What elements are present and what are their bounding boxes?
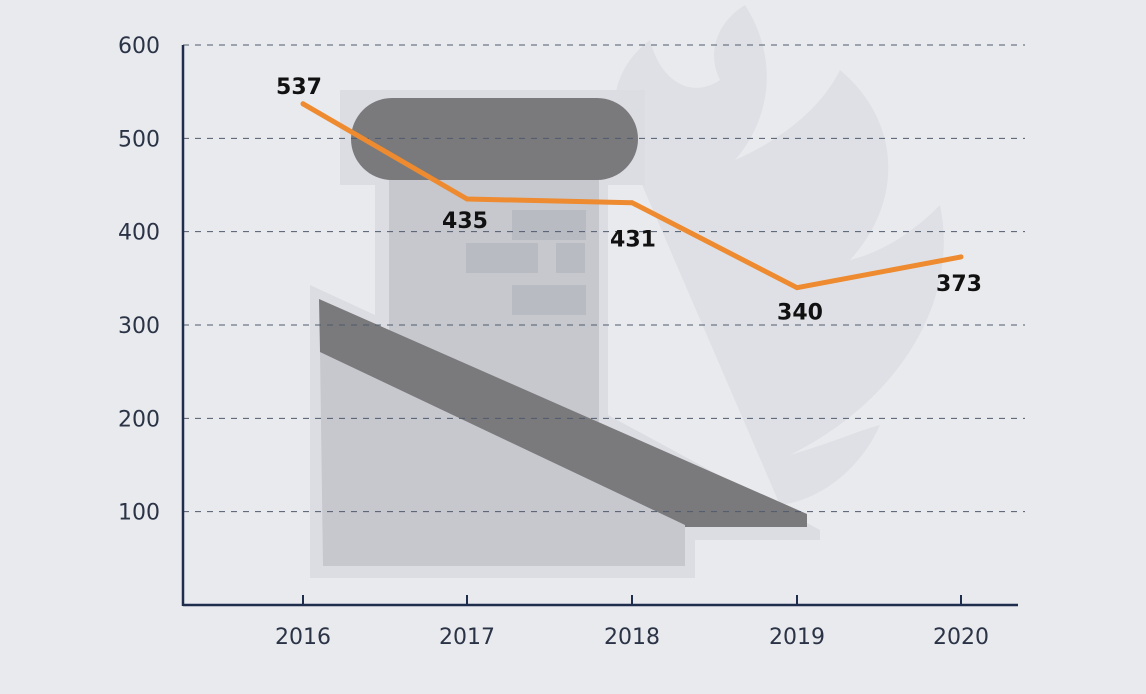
y-tick-label: 200 [118, 407, 160, 432]
axes [181, 45, 1018, 607]
data-label: 373 [936, 272, 982, 297]
data-point [300, 101, 306, 107]
data-point [958, 254, 964, 260]
x-tick-label: 2020 [933, 625, 989, 650]
chimney-brick [512, 285, 586, 315]
flame-shape-large [614, 5, 944, 505]
data-label: 340 [777, 301, 823, 326]
chimney-cap [351, 98, 638, 180]
x-tick-label: 2019 [769, 625, 825, 650]
chimney-brick [556, 243, 585, 273]
x-tick-label: 2016 [275, 625, 331, 650]
y-tick-label: 500 [118, 127, 160, 152]
gridlines [183, 44, 1025, 513]
series [300, 101, 964, 291]
x-tick-label: 2017 [439, 625, 495, 650]
y-tick-label: 300 [118, 314, 160, 339]
y-tick-label: 100 [118, 501, 160, 526]
data-point [629, 200, 635, 206]
roof-slab [319, 299, 807, 527]
data-labels: 537 435 431 340 373 [276, 75, 982, 326]
x-tick-label: 2018 [604, 625, 660, 650]
y-tick-label: 400 [118, 221, 160, 246]
data-point [794, 285, 800, 291]
data-label: 435 [442, 209, 488, 234]
data-label: 431 [610, 228, 656, 253]
chimney-with-flames-icon [310, 5, 944, 578]
data-label: 537 [276, 75, 322, 100]
data-point [464, 196, 470, 202]
chimney-brick [512, 210, 586, 240]
tick-labels: 100 200 300 400 500 600 2016 2017 2018 2019 2020 [118, 34, 989, 650]
y-tick-label: 600 [118, 34, 160, 59]
chimney-brick [466, 243, 538, 273]
